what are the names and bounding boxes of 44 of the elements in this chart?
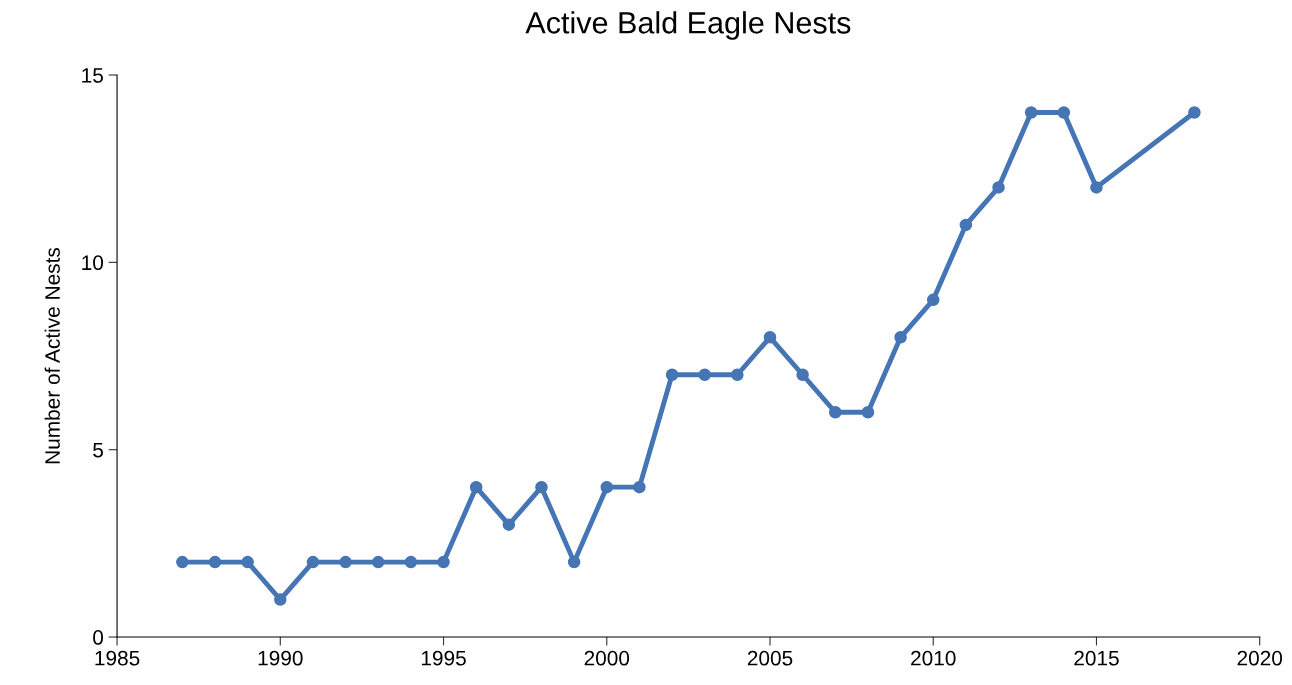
point	[763, 331, 777, 344]
x-tick-label: 2020	[1237, 650, 1283, 666]
point	[1057, 106, 1071, 119]
x-tick-label: 1995	[421, 650, 466, 666]
point	[829, 405, 842, 419]
point	[959, 218, 973, 232]
point	[796, 368, 809, 382]
point	[502, 518, 516, 531]
point	[1090, 181, 1103, 194]
point	[894, 331, 907, 344]
x-tick-label: 2010	[911, 650, 956, 666]
point	[698, 368, 711, 382]
point	[992, 181, 1005, 194]
point	[567, 555, 581, 569]
point	[241, 555, 254, 569]
x-tick-label: 2000	[584, 650, 630, 666]
point	[731, 368, 744, 382]
point	[600, 480, 614, 494]
point	[176, 555, 189, 569]
y-tick-label: 0	[93, 630, 104, 645]
x-tick-label: 1985	[95, 650, 140, 666]
point	[371, 555, 385, 569]
y-tick-label: 5	[93, 442, 103, 458]
y-axis-title: Number of Active Nests	[44, 247, 60, 464]
point	[404, 555, 418, 569]
chart-title: Active Bald Eagle Nests	[525, 11, 851, 40]
point	[306, 555, 320, 569]
point	[1024, 106, 1038, 119]
point	[926, 293, 940, 307]
point	[535, 480, 548, 494]
point	[469, 480, 483, 494]
point	[208, 555, 222, 569]
y-tick-label: 10	[82, 255, 104, 271]
point	[437, 555, 450, 569]
point	[1188, 106, 1201, 119]
x-tick-label: 2015	[1074, 650, 1119, 666]
x-tick-label: 2005	[747, 650, 793, 666]
x-tick-label: 1990	[258, 650, 303, 666]
point	[665, 368, 679, 382]
point	[861, 405, 875, 419]
point	[339, 555, 352, 569]
point	[633, 480, 646, 494]
y-tick-label: 15	[82, 68, 103, 83]
point	[274, 593, 287, 606]
